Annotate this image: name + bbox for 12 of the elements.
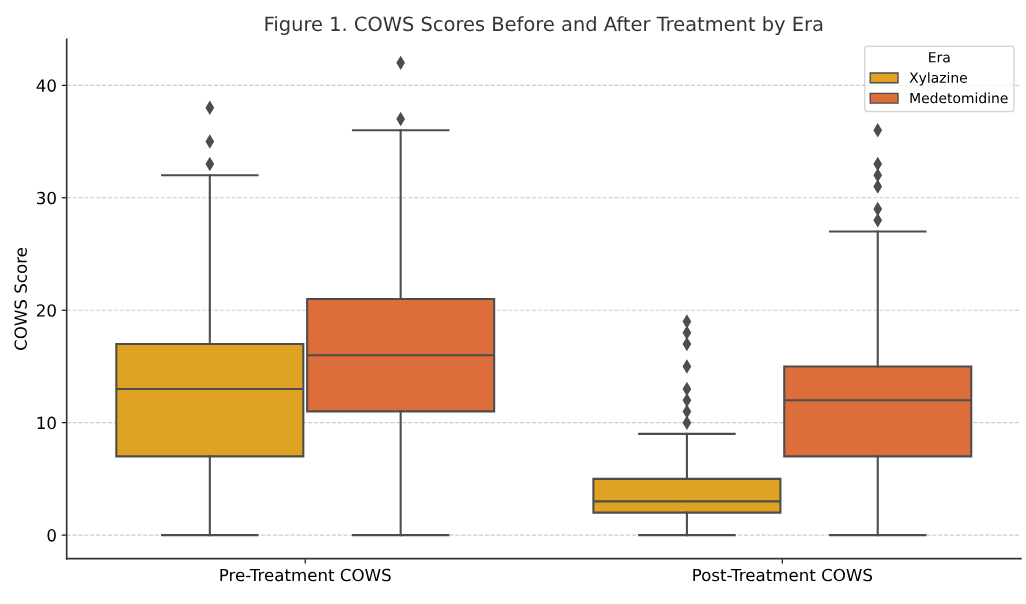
chart-title: Figure 1. COWS Scores Before and After Treatment by Era [265, 16, 823, 35]
legend-label: Medetomidine [910, 92, 1008, 104]
y-tick-label: 20 [36, 304, 56, 317]
legend-title: Era [929, 52, 950, 63]
x-tick-label: Post-Treatment COWS [693, 568, 873, 582]
y-tick-label: 0 [47, 529, 56, 542]
x-tick-label: Pre-Treatment COWS [220, 568, 391, 582]
y-tick-label: 40 [36, 79, 56, 92]
y-tick-label: 30 [37, 191, 56, 205]
legend-label: Xylazine [909, 72, 967, 86]
y-tick-label: 10 [37, 416, 56, 430]
y-axis-title: COWS Score [14, 247, 27, 350]
